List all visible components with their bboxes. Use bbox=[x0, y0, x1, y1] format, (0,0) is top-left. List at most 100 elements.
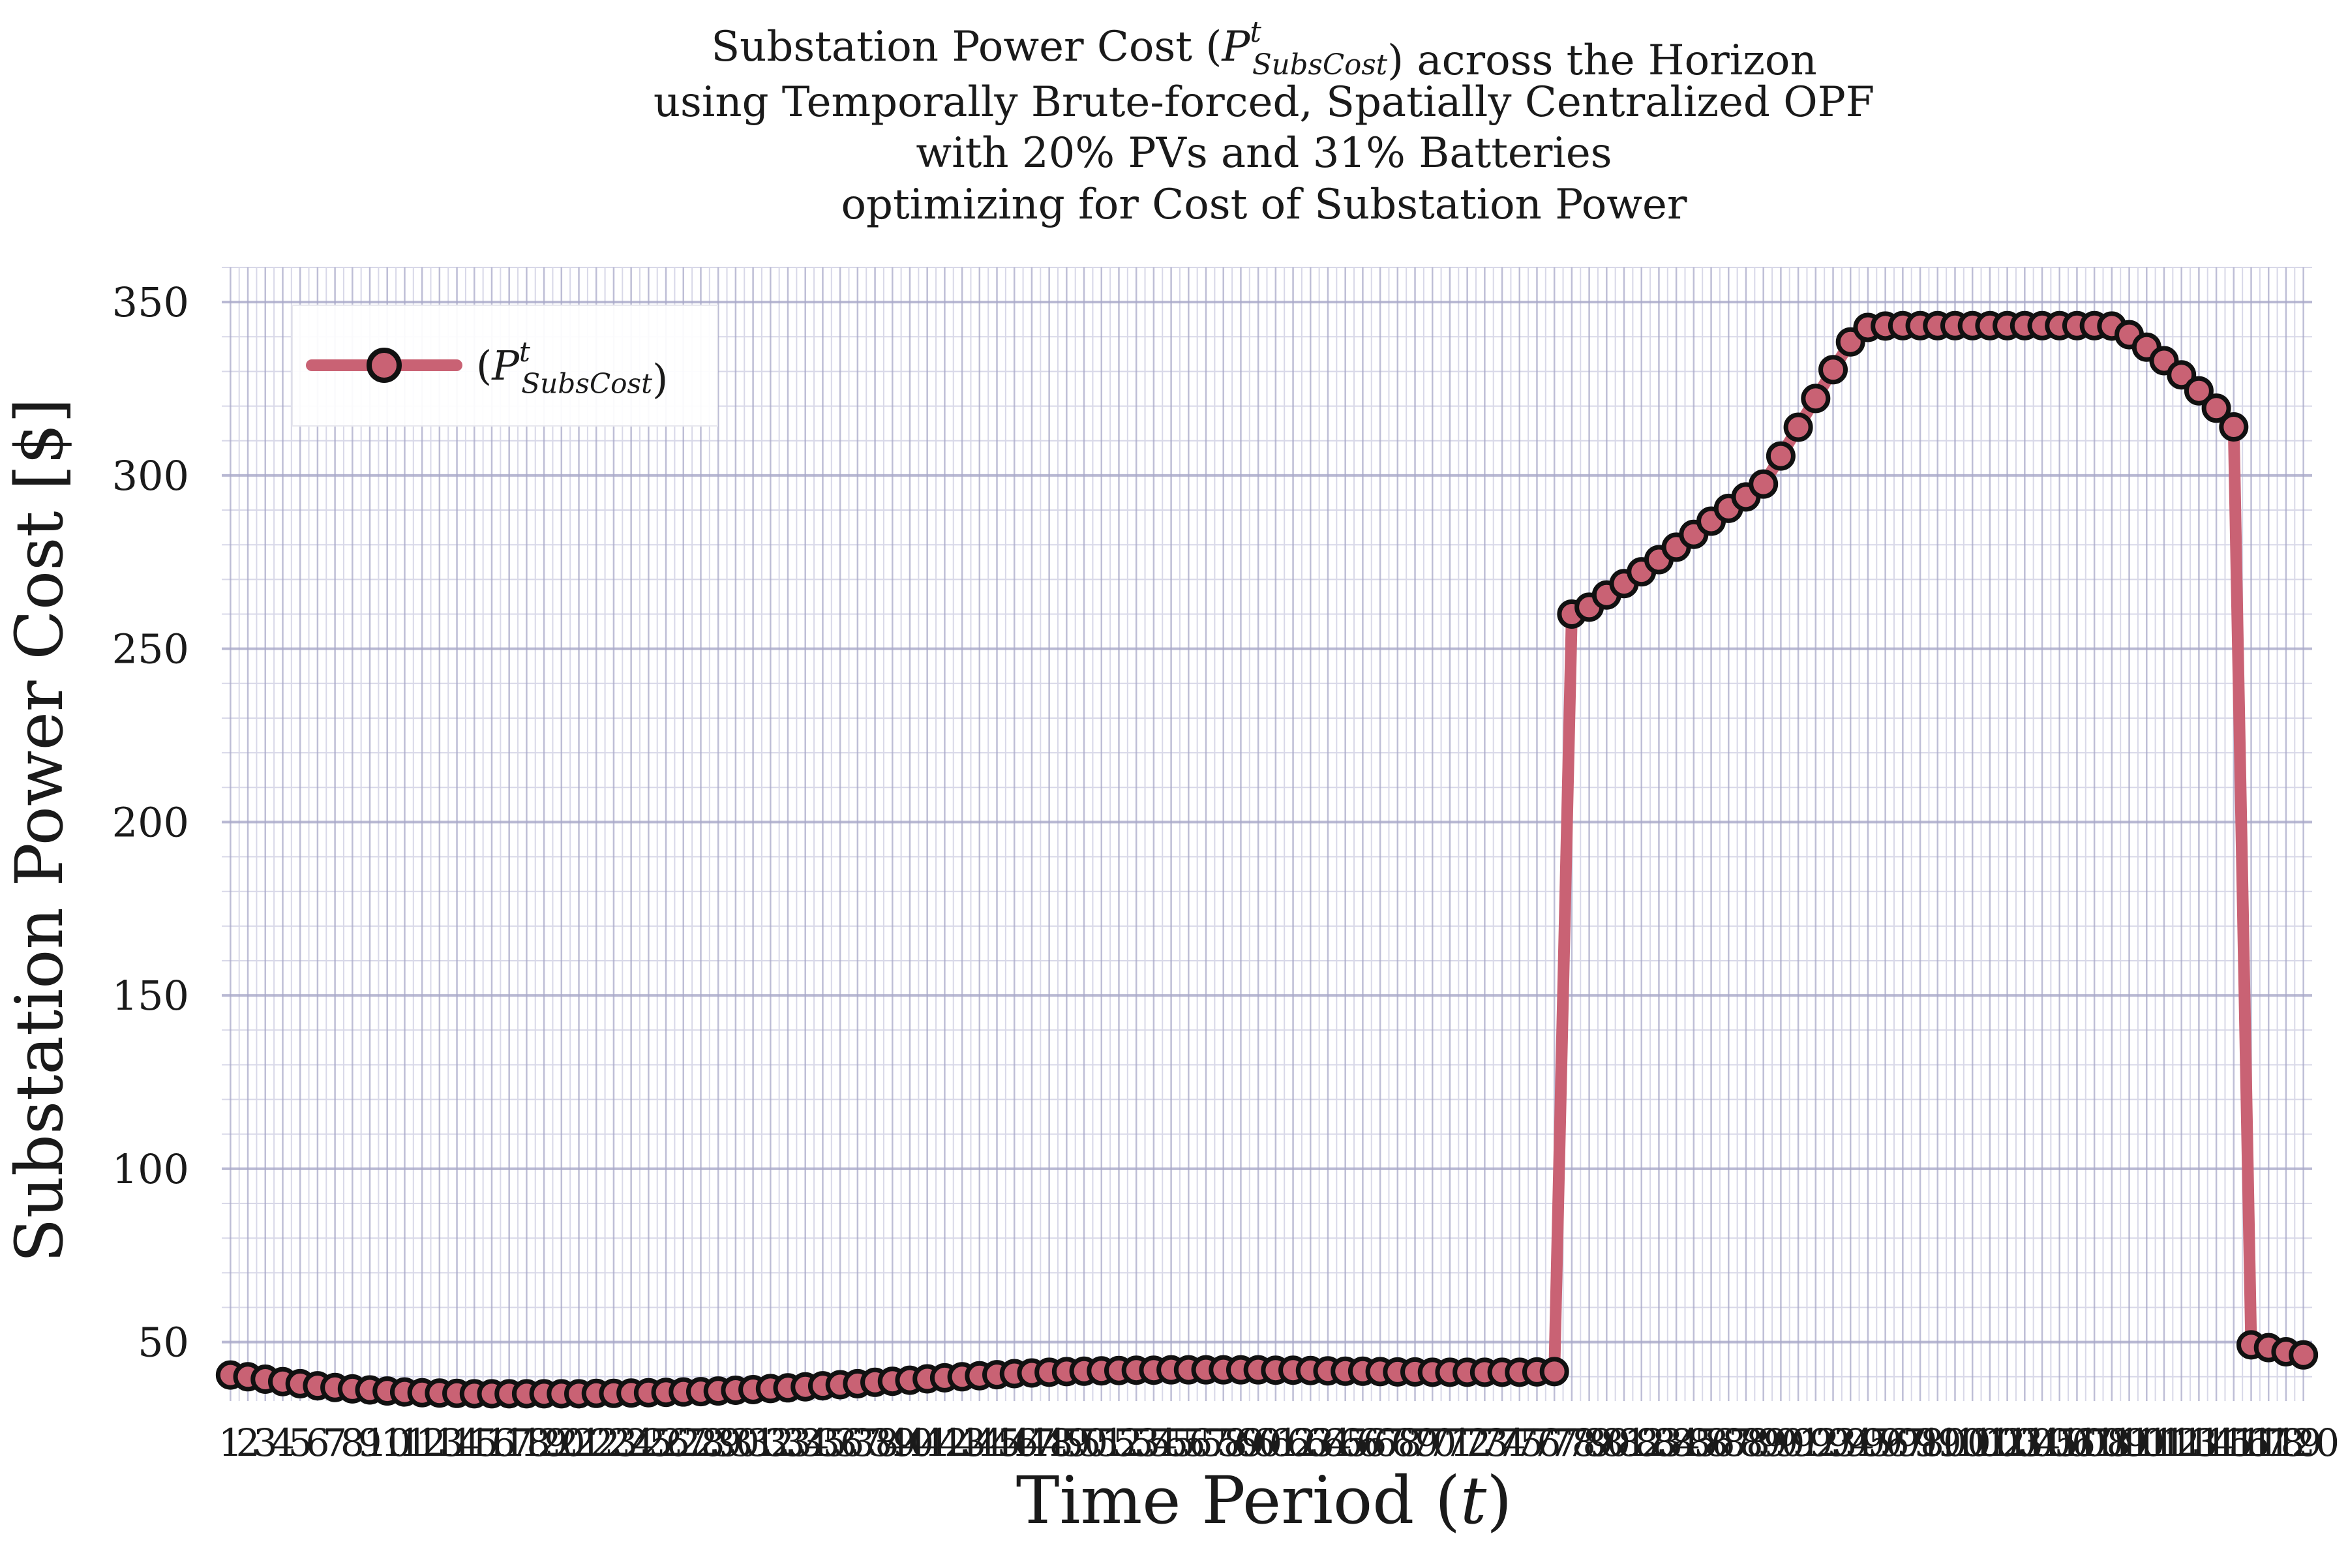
data-point bbox=[2184, 376, 2214, 406]
y-axis-label: Substation Power Cost [$] bbox=[1, 398, 78, 1263]
x-axis-ticks: 1234567891011121314151617181920212223242… bbox=[218, 1421, 2340, 1465]
x-tick-label: 35 bbox=[799, 1421, 847, 1465]
x-tick-label: 74 bbox=[1478, 1421, 1526, 1465]
x-tick-label: 23 bbox=[590, 1421, 638, 1465]
x-tick-label: 4 bbox=[271, 1421, 295, 1465]
x-tick-label: 114 bbox=[2163, 1421, 2235, 1465]
x-tick-label: 87 bbox=[1704, 1421, 1753, 1465]
x-tick-label: 39 bbox=[868, 1421, 916, 1465]
x-tick-label: 107 bbox=[2041, 1421, 2113, 1465]
x-tick-label: 68 bbox=[1374, 1421, 1422, 1465]
x-tick-label: 95 bbox=[1844, 1421, 1892, 1465]
x-tick-label: 97 bbox=[1878, 1421, 1927, 1465]
x-tick-label: 53 bbox=[1112, 1421, 1160, 1465]
x-tick-label: 79 bbox=[1565, 1421, 1614, 1465]
x-tick-label: 72 bbox=[1443, 1421, 1492, 1465]
x-tick-label: 105 bbox=[2006, 1421, 2079, 1465]
x-tick-label: 5 bbox=[288, 1421, 312, 1465]
x-tick-label: 62 bbox=[1269, 1421, 1317, 1465]
x-tick-label: 10 bbox=[363, 1421, 412, 1465]
x-tick-label: 2 bbox=[236, 1421, 260, 1465]
x-tick-label: 94 bbox=[1826, 1421, 1874, 1465]
x-tick-label: 34 bbox=[781, 1421, 830, 1465]
x-tick-label: 106 bbox=[2023, 1421, 2096, 1465]
x-tick-label: 73 bbox=[1460, 1421, 1509, 1465]
x-tick-label: 13 bbox=[415, 1421, 464, 1465]
x-tick-label: 37 bbox=[834, 1421, 882, 1465]
x-tick-label: 84 bbox=[1652, 1421, 1700, 1465]
y-tick-label: 250 bbox=[112, 626, 189, 673]
x-tick-label: 112 bbox=[2128, 1421, 2201, 1465]
x-tick-label: 69 bbox=[1391, 1421, 1439, 1465]
x-tick-label: 82 bbox=[1618, 1421, 1666, 1465]
x-tick-label: 27 bbox=[659, 1421, 708, 1465]
x-tick-label: 44 bbox=[956, 1421, 1004, 1465]
x-tick-label: 86 bbox=[1687, 1421, 1736, 1465]
x-tick-label: 66 bbox=[1338, 1421, 1387, 1465]
x-tick-label: 54 bbox=[1130, 1421, 1178, 1465]
x-tick-label: 47 bbox=[1008, 1421, 1056, 1465]
x-tick-label: 46 bbox=[990, 1421, 1038, 1465]
y-tick-label: 350 bbox=[112, 279, 189, 326]
x-tick-label: 64 bbox=[1304, 1421, 1352, 1465]
x-tick-label: 99 bbox=[1914, 1421, 1962, 1465]
x-tick-label: 111 bbox=[2111, 1421, 2183, 1465]
x-tick-label: 90 bbox=[1756, 1421, 1805, 1465]
data-point bbox=[1818, 355, 1848, 385]
x-tick-label: 6 bbox=[305, 1421, 329, 1465]
y-tick-label: 150 bbox=[112, 972, 189, 1019]
data-point bbox=[2167, 360, 2197, 390]
x-tick-label: 51 bbox=[1077, 1421, 1126, 1465]
x-tick-label: 63 bbox=[1286, 1421, 1334, 1465]
x-tick-label: 109 bbox=[2075, 1421, 2148, 1465]
x-tick-label: 42 bbox=[920, 1421, 969, 1465]
x-tick-label: 56 bbox=[1164, 1421, 1212, 1465]
x-tick-label: 20 bbox=[537, 1421, 586, 1465]
x-tick-label: 58 bbox=[1199, 1421, 1248, 1465]
x-tick-label: 116 bbox=[2197, 1421, 2270, 1465]
data-point bbox=[1749, 469, 1779, 499]
x-tick-label: 45 bbox=[973, 1421, 1021, 1465]
x-tick-label: 30 bbox=[712, 1421, 760, 1465]
x-tick-label: 43 bbox=[938, 1421, 986, 1465]
title-line-2: using Temporally Brute-forced, Spatially… bbox=[654, 78, 1874, 127]
x-tick-label: 38 bbox=[851, 1421, 899, 1465]
x-tick-label: 57 bbox=[1182, 1421, 1230, 1465]
x-tick-label: 80 bbox=[1582, 1421, 1631, 1465]
x-tick-label: 41 bbox=[903, 1421, 952, 1465]
x-tick-label: 1 bbox=[218, 1421, 243, 1465]
title-line-1: Substation Power Cost (Pt SubsCost) acros… bbox=[711, 16, 1816, 85]
y-tick-label: 50 bbox=[138, 1319, 189, 1366]
title-line-4: optimizing for Cost of Substation Power bbox=[841, 181, 1687, 229]
x-tick-label: 9 bbox=[358, 1421, 382, 1465]
data-point bbox=[1766, 441, 1796, 471]
x-tick-label: 26 bbox=[642, 1421, 690, 1465]
x-tick-label: 102 bbox=[1954, 1421, 2026, 1465]
x-tick-label: 19 bbox=[520, 1421, 568, 1465]
x-tick-label: 17 bbox=[485, 1421, 534, 1465]
x-tick-label: 119 bbox=[2250, 1421, 2323, 1465]
x-tick-label: 59 bbox=[1217, 1421, 1265, 1465]
data-point bbox=[1801, 384, 1831, 414]
x-tick-label: 98 bbox=[1896, 1421, 1944, 1465]
x-tick-label: 7 bbox=[323, 1421, 347, 1465]
x-tick-label: 55 bbox=[1147, 1421, 1196, 1465]
x-tick-label: 77 bbox=[1530, 1421, 1578, 1465]
x-tick-label: 115 bbox=[2180, 1421, 2253, 1465]
x-tick-label: 52 bbox=[1095, 1421, 1143, 1465]
data-point bbox=[2201, 393, 2231, 423]
legend: (Pt SubsCost) bbox=[292, 305, 718, 427]
x-axis-label: Time Period (t) bbox=[1016, 1462, 1512, 1539]
x-tick-label: 104 bbox=[1989, 1421, 2061, 1465]
x-tick-label: 40 bbox=[886, 1421, 934, 1465]
x-tick-label: 96 bbox=[1861, 1421, 1910, 1465]
major-grid bbox=[222, 267, 2312, 1401]
x-tick-label: 14 bbox=[433, 1421, 481, 1465]
x-tick-label: 15 bbox=[450, 1421, 498, 1465]
y-tick-label: 300 bbox=[112, 452, 189, 500]
x-tick-label: 89 bbox=[1739, 1421, 1788, 1465]
x-tick-label: 25 bbox=[624, 1421, 672, 1465]
